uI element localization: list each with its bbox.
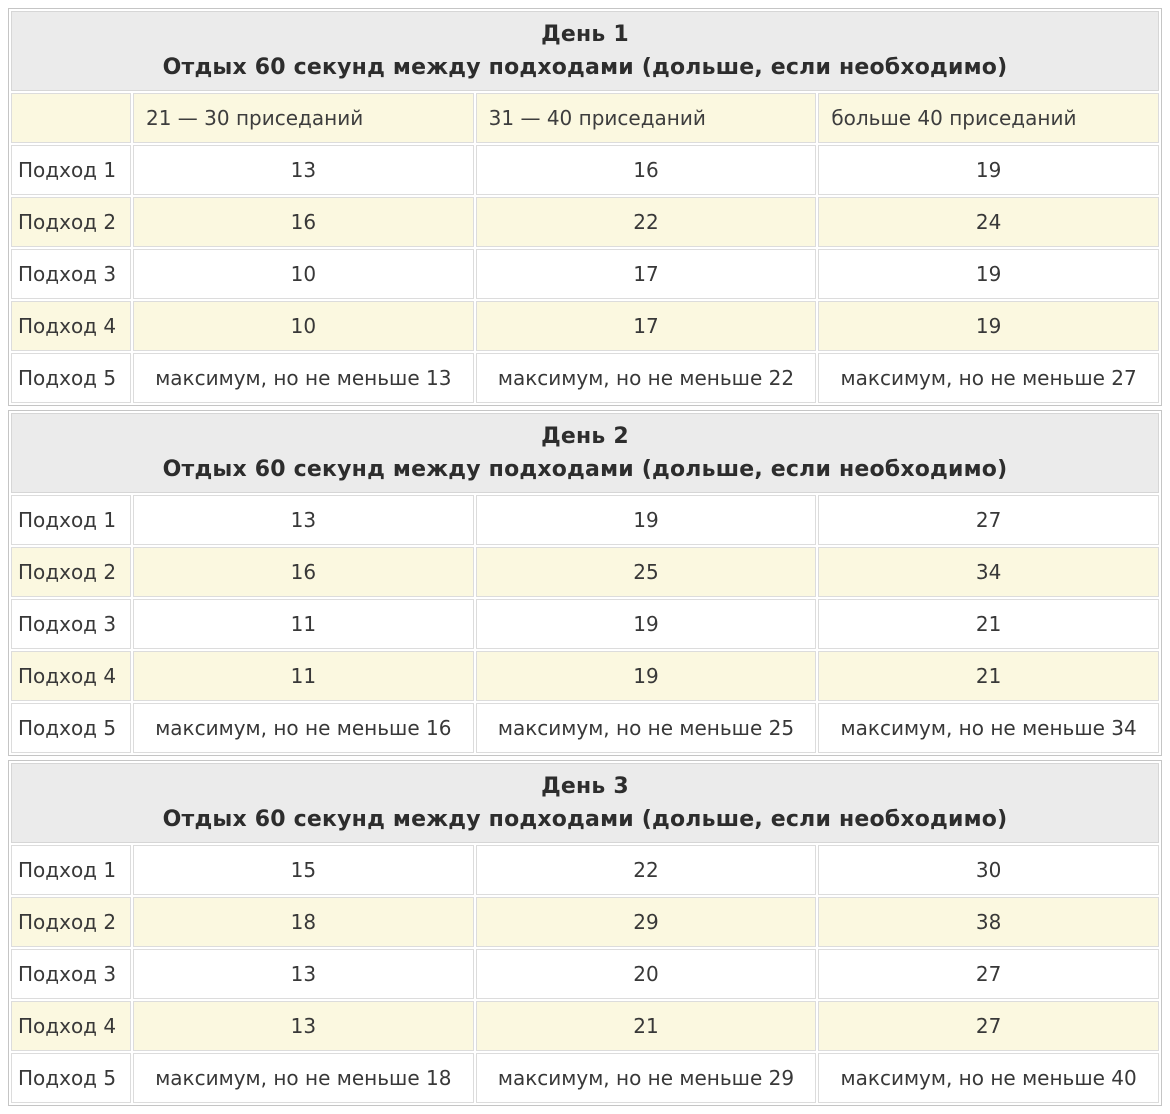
set-label: Подход 2 <box>11 547 131 597</box>
set-value: 22 <box>475 197 817 247</box>
day-subtitle: Отдых 60 секунд между подходами (дольше,… <box>162 55 1008 80</box>
set-label: Подход 3 <box>11 249 131 299</box>
set-value: 22 <box>475 845 817 895</box>
set-value: 16 <box>475 145 817 195</box>
day-header-row: День 2 Отдых 60 секунд между подходами (д… <box>11 413 1159 493</box>
set-value: 24 <box>818 197 1159 247</box>
day-subtitle: Отдых 60 секунд между подходами (дольше,… <box>162 457 1008 482</box>
set-value: 19 <box>475 599 817 649</box>
set-value: 15 <box>133 845 474 895</box>
column-header-1: 21 — 30 приседаний <box>133 93 474 143</box>
set-value: 18 <box>133 897 474 947</box>
set-value: 19 <box>475 651 817 701</box>
day-subtitle: Отдых 60 секунд между подходами (дольше,… <box>162 807 1008 832</box>
set-value: 17 <box>475 249 817 299</box>
set-value: 20 <box>475 949 817 999</box>
column-header-3: больше 40 приседаний <box>818 93 1159 143</box>
set-value: максимум, но не меньше 16 <box>133 703 474 753</box>
day-header: День 3 Отдых 60 секунд между подходами (д… <box>11 763 1159 843</box>
set-value: 30 <box>818 845 1159 895</box>
table-row: Подход 4 10 17 19 <box>11 301 1159 351</box>
set-label: Подход 1 <box>11 495 131 545</box>
set-value: максимум, но не меньше 27 <box>818 353 1159 403</box>
table-row: Подход 1 13 16 19 <box>11 145 1159 195</box>
table-row: Подход 2 16 25 34 <box>11 547 1159 597</box>
table-row: Подход 3 10 17 19 <box>11 249 1159 299</box>
set-value: 19 <box>475 495 817 545</box>
table-row: Подход 4 13 21 27 <box>11 1001 1159 1051</box>
table-row: Подход 3 11 19 21 <box>11 599 1159 649</box>
set-value: максимум, но не меньше 29 <box>475 1053 817 1103</box>
squat-program: День 1 Отдых 60 секунд между подходами (д… <box>8 8 1162 1106</box>
set-label: Подход 4 <box>11 1001 131 1051</box>
corner-cell <box>11 93 131 143</box>
day-title: День 2 <box>541 424 629 449</box>
table-row: Подход 1 15 22 30 <box>11 845 1159 895</box>
set-value: максимум, но не меньше 34 <box>818 703 1159 753</box>
set-value: 38 <box>818 897 1159 947</box>
set-label: Подход 2 <box>11 197 131 247</box>
table-row: Подход 5 максимум, но не меньше 16 максиму… <box>11 703 1159 753</box>
table-row: Подход 5 максимум, но не меньше 18 максиму… <box>11 1053 1159 1103</box>
set-label: Подход 2 <box>11 897 131 947</box>
set-value: максимум, но не меньше 40 <box>818 1053 1159 1103</box>
set-value: 17 <box>475 301 817 351</box>
set-value: 13 <box>133 495 474 545</box>
set-label: Подход 5 <box>11 1053 131 1103</box>
column-header-2: 31 — 40 приседаний <box>475 93 817 143</box>
day-header: День 1 Отдых 60 секунд между подходами (д… <box>11 11 1159 91</box>
set-value: 27 <box>818 495 1159 545</box>
day-table-3: День 3 Отдых 60 секунд между подходами (д… <box>8 760 1162 1106</box>
day-header: День 2 Отдых 60 секунд между подходами (д… <box>11 413 1159 493</box>
day-header-row: День 3 Отдых 60 секунд между подходами (д… <box>11 763 1159 843</box>
set-value: 27 <box>818 1001 1159 1051</box>
day-title: День 1 <box>541 22 629 47</box>
set-label: Подход 4 <box>11 651 131 701</box>
set-label: Подход 1 <box>11 145 131 195</box>
table-row: Подход 5 максимум, но не меньше 13 максиму… <box>11 353 1159 403</box>
table-row: Подход 1 13 19 27 <box>11 495 1159 545</box>
day-title: День 3 <box>541 774 629 799</box>
set-value: 11 <box>133 651 474 701</box>
column-header-row: 21 — 30 приседаний 31 — 40 приседаний боль… <box>11 93 1159 143</box>
set-value: 21 <box>475 1001 817 1051</box>
set-label: Подход 4 <box>11 301 131 351</box>
set-label: Подход 5 <box>11 353 131 403</box>
set-label: Подход 3 <box>11 949 131 999</box>
set-label: Подход 1 <box>11 845 131 895</box>
set-value: 21 <box>818 599 1159 649</box>
day-table-1: День 1 Отдых 60 секунд между подходами (д… <box>8 8 1162 406</box>
set-value: 16 <box>133 197 474 247</box>
set-value: 21 <box>818 651 1159 701</box>
table-row: Подход 3 13 20 27 <box>11 949 1159 999</box>
set-value: 19 <box>818 145 1159 195</box>
set-value: 19 <box>818 249 1159 299</box>
set-value: 34 <box>818 547 1159 597</box>
set-value: 10 <box>133 249 474 299</box>
set-value: 11 <box>133 599 474 649</box>
set-value: 10 <box>133 301 474 351</box>
set-value: 25 <box>475 547 817 597</box>
set-value: максимум, но не меньше 25 <box>475 703 817 753</box>
set-value: максимум, но не меньше 22 <box>475 353 817 403</box>
table-row: Подход 2 18 29 38 <box>11 897 1159 947</box>
set-value: 19 <box>818 301 1159 351</box>
day-header-row: День 1 Отдых 60 секунд между подходами (д… <box>11 11 1159 91</box>
set-label: Подход 5 <box>11 703 131 753</box>
table-row: Подход 4 11 19 21 <box>11 651 1159 701</box>
set-label: Подход 3 <box>11 599 131 649</box>
set-value: 29 <box>475 897 817 947</box>
table-row: Подход 2 16 22 24 <box>11 197 1159 247</box>
set-value: 13 <box>133 1001 474 1051</box>
set-value: 27 <box>818 949 1159 999</box>
set-value: 13 <box>133 145 474 195</box>
set-value: 13 <box>133 949 474 999</box>
set-value: максимум, но не меньше 18 <box>133 1053 474 1103</box>
day-table-2: День 2 Отдых 60 секунд между подходами (д… <box>8 410 1162 756</box>
set-value: максимум, но не меньше 13 <box>133 353 474 403</box>
set-value: 16 <box>133 547 474 597</box>
